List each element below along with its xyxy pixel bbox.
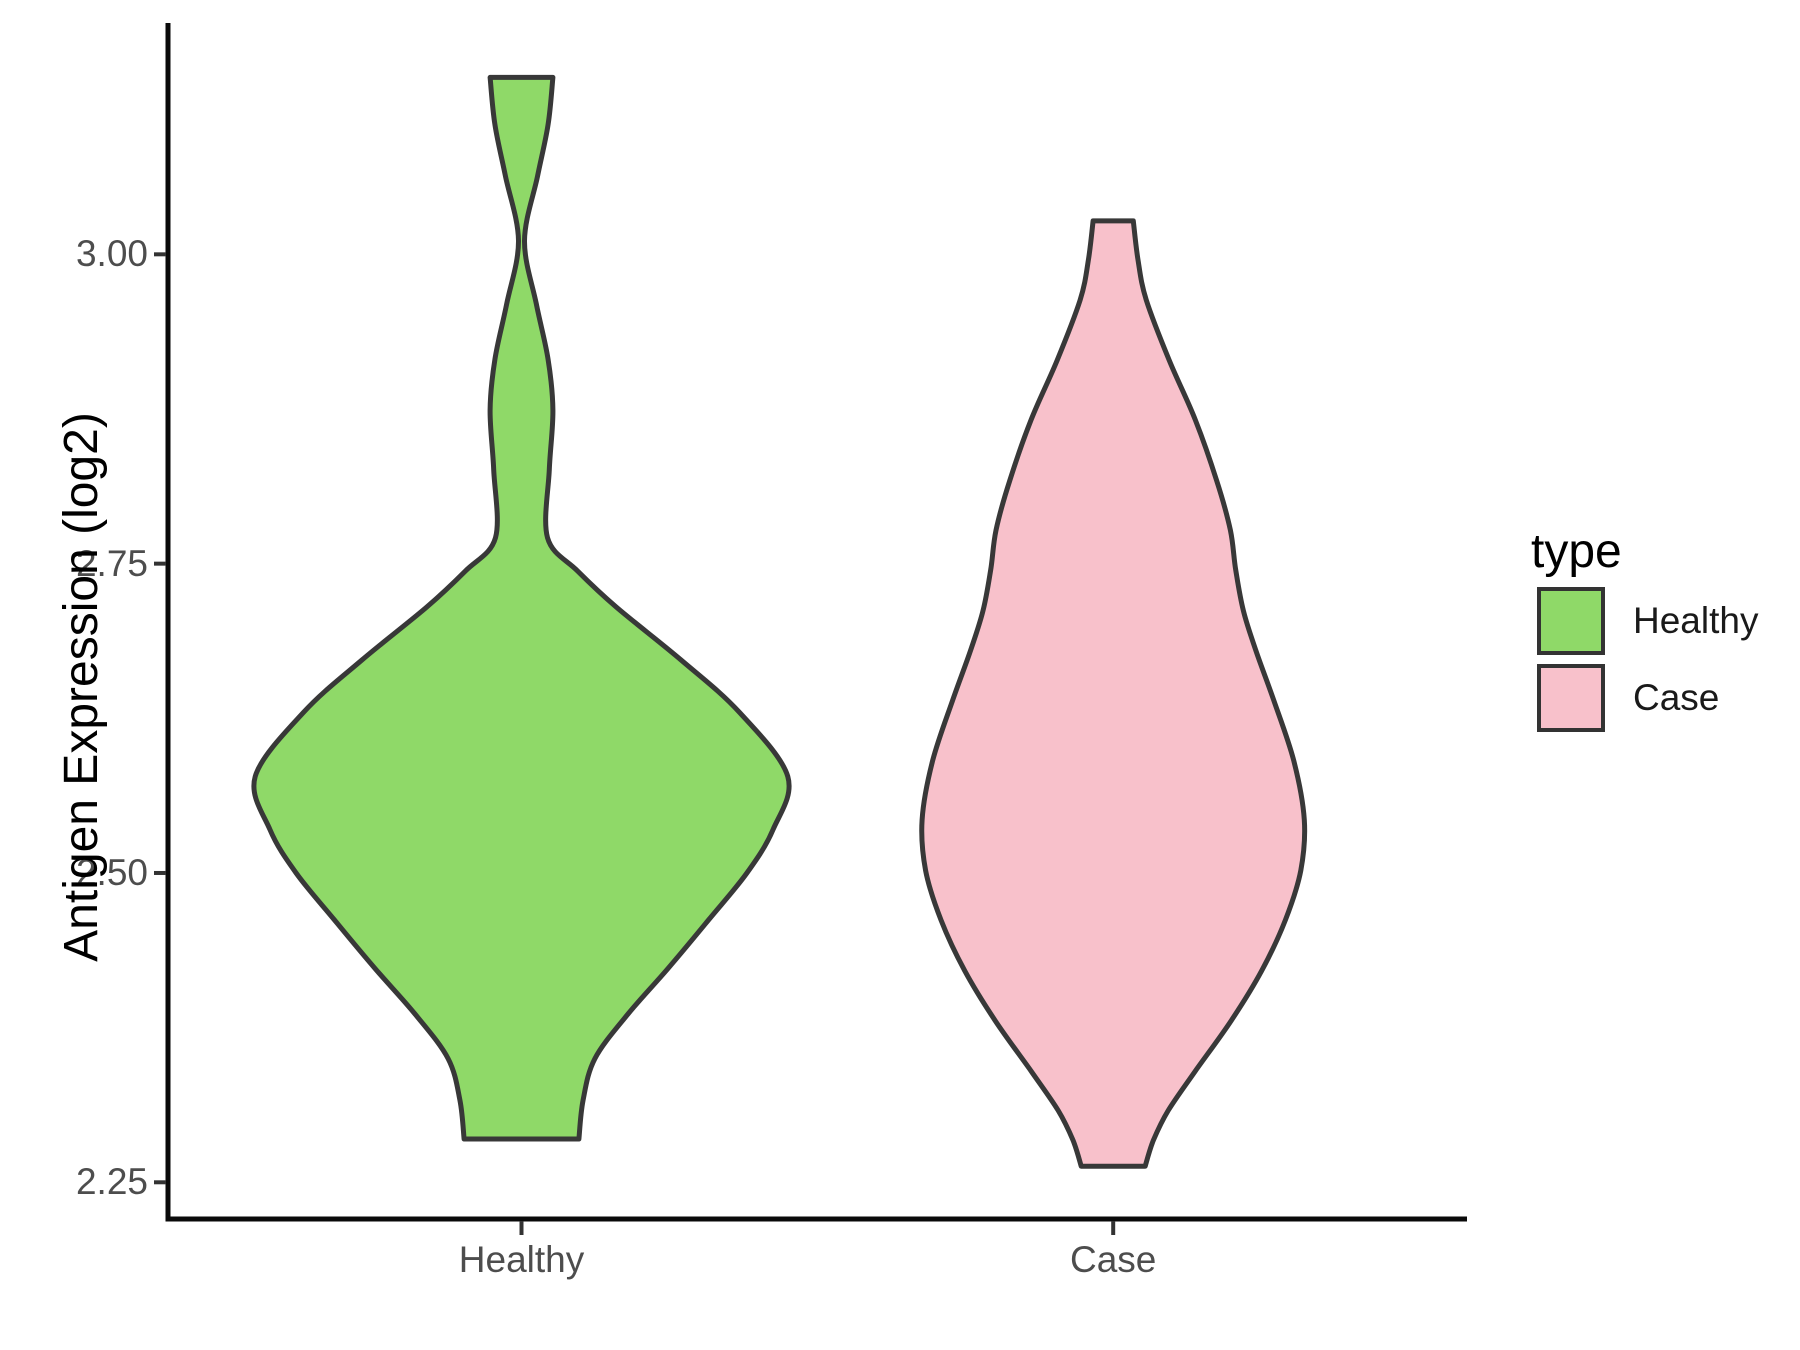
violin-case (919, 218, 1308, 1169)
x-category-label: Case (1069, 1239, 1157, 1280)
tick-marks (154, 252, 1116, 1235)
y-tick-label: 2.50 (75, 851, 148, 893)
legend: type Healthy Case (1531, 525, 1758, 732)
y-tick-label: 2.25 (75, 1161, 148, 1203)
legend-title: type (1531, 525, 1622, 578)
violins-group (251, 74, 1308, 1169)
legend-label-case: Case (1633, 677, 1720, 718)
x-category-label: Healthy (458, 1239, 585, 1280)
violin-healthy (251, 74, 792, 1142)
axis-lines (165, 23, 1467, 1222)
legend-key-case-swatch (1537, 664, 1605, 732)
legend-label-healthy: Healthy (1633, 600, 1759, 641)
legend-item-case: Case (1531, 664, 1719, 732)
y-tick-label: 2.75 (75, 542, 148, 584)
y-tick-label: 3.00 (75, 233, 148, 275)
y-axis-title: Antigen Expression (log2) (55, 412, 108, 962)
legend-item-healthy: Healthy (1531, 587, 1758, 655)
legend-key-healthy-swatch (1537, 587, 1605, 655)
